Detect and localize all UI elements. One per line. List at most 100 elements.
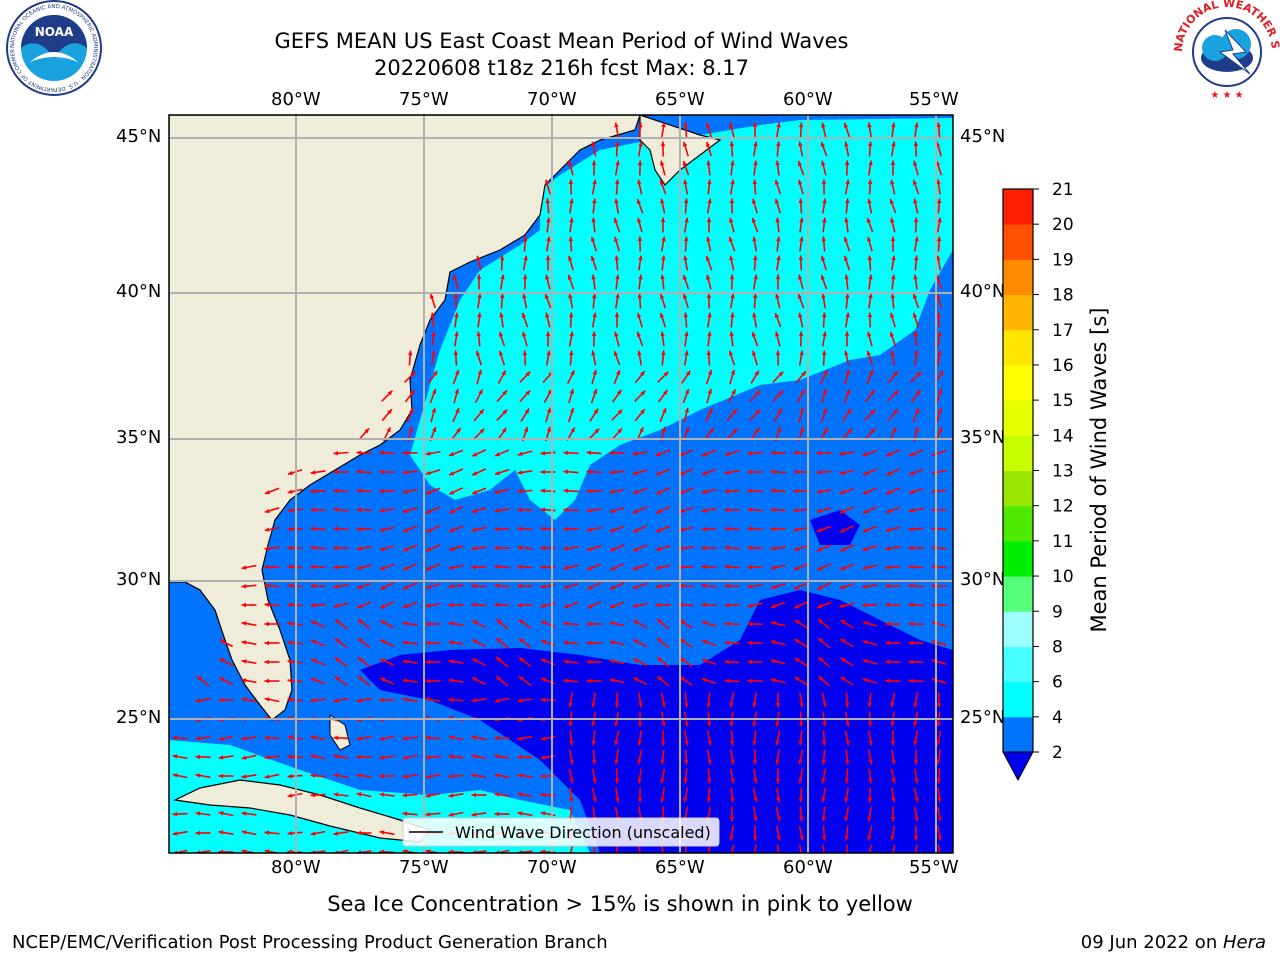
wind-wave-arrow bbox=[798, 787, 804, 803]
wind-wave-arrow bbox=[908, 678, 924, 684]
wind-wave-arrow bbox=[425, 563, 441, 571]
wind-wave-arrow bbox=[844, 141, 850, 157]
lat-label-right: 40°N bbox=[960, 281, 1006, 302]
wind-wave-arrow bbox=[752, 293, 758, 309]
wind-wave-arrow bbox=[357, 656, 371, 668]
wind-wave-arrow bbox=[264, 659, 280, 665]
wind-wave-arrow bbox=[591, 350, 597, 366]
wind-wave-arrow bbox=[356, 546, 372, 551]
lat-label-right: 25°N bbox=[960, 707, 1006, 728]
wind-wave-arrow bbox=[752, 692, 758, 708]
wind-wave-arrow bbox=[614, 160, 620, 176]
wind-wave-arrow bbox=[775, 806, 781, 822]
wind-wave-arrow bbox=[752, 255, 758, 271]
wind-wave-arrow bbox=[586, 508, 602, 513]
wind-wave-arrow bbox=[867, 730, 873, 746]
wind-wave-arrow bbox=[543, 389, 553, 403]
wind-wave-arrow bbox=[568, 293, 574, 309]
wind-wave-arrow bbox=[431, 350, 436, 366]
wind-wave-arrow bbox=[632, 525, 648, 533]
wind-wave-arrow bbox=[310, 698, 326, 703]
wind-wave-arrow bbox=[682, 141, 689, 157]
wind-wave-arrow bbox=[659, 312, 667, 328]
wind-wave-arrow bbox=[586, 545, 602, 552]
wind-wave-arrow bbox=[845, 749, 850, 765]
wind-wave-arrow bbox=[494, 488, 510, 494]
wind-wave-arrow bbox=[402, 811, 418, 816]
wind-wave-arrow bbox=[660, 692, 666, 708]
wind-wave-arrow bbox=[729, 730, 735, 746]
wind-wave-arrow bbox=[637, 217, 643, 233]
wind-wave-arrow bbox=[770, 678, 786, 684]
wind-wave-arrow bbox=[931, 507, 947, 513]
wind-wave-arrow bbox=[495, 675, 509, 687]
wind-wave-arrow bbox=[428, 370, 438, 384]
wind-wave-arrow bbox=[563, 488, 579, 493]
wind-wave-arrow bbox=[775, 274, 781, 290]
wind-wave-arrow bbox=[494, 508, 510, 513]
wind-wave-arrow bbox=[798, 749, 804, 765]
wind-wave-arrow bbox=[682, 274, 690, 290]
wind-wave-arrow bbox=[494, 811, 510, 817]
wind-wave-arrow bbox=[683, 236, 689, 252]
wind-wave-arrow bbox=[586, 582, 602, 590]
wind-wave-arrow bbox=[679, 657, 693, 667]
wind-wave-arrow bbox=[402, 773, 418, 779]
wind-wave-arrow bbox=[520, 408, 530, 422]
wind-wave-arrow bbox=[310, 735, 326, 741]
wind-wave-arrow bbox=[908, 659, 924, 665]
wind-wave-arrow bbox=[890, 350, 895, 366]
wind-wave-arrow bbox=[425, 525, 441, 533]
wind-wave-arrow bbox=[774, 312, 782, 328]
wind-wave-arrow bbox=[379, 620, 395, 628]
wind-wave-arrow bbox=[817, 637, 831, 649]
wind-wave-arrow bbox=[752, 730, 757, 746]
wind-wave-arrow bbox=[890, 160, 896, 176]
wind-wave-arrow bbox=[908, 621, 924, 627]
wind-wave-arrow bbox=[471, 564, 487, 570]
wind-wave-arrow bbox=[425, 678, 441, 684]
wind-wave-arrow bbox=[614, 179, 620, 195]
colorbar-tick-label: 12 bbox=[1052, 497, 1074, 517]
wind-wave-arrow bbox=[793, 601, 809, 609]
wind-wave-arrow bbox=[498, 350, 506, 366]
wind-wave-arrow bbox=[448, 468, 464, 476]
wind-wave-arrow bbox=[522, 293, 528, 309]
colorbar-tick-label: 19 bbox=[1052, 250, 1074, 270]
wind-wave-arrow bbox=[862, 506, 878, 514]
wind-wave-arrow bbox=[264, 487, 280, 495]
wind-wave-arrow bbox=[775, 350, 781, 366]
colorbar-extend-triangle bbox=[1002, 751, 1034, 782]
wind-wave-arrow bbox=[310, 677, 326, 685]
wind-wave-arrow bbox=[795, 370, 807, 384]
wind-wave-arrow bbox=[636, 198, 644, 214]
noaa-logo-text: NOAA bbox=[35, 25, 74, 39]
wind-wave-arrow bbox=[862, 564, 878, 570]
wind-wave-arrow bbox=[844, 825, 849, 841]
wind-wave-arrow bbox=[402, 621, 418, 626]
lat-label-left: 40°N bbox=[116, 281, 162, 302]
wind-wave-arrow bbox=[431, 331, 436, 347]
colorbar-band bbox=[1003, 400, 1033, 436]
wind-wave-arrow bbox=[591, 217, 596, 233]
wind-wave-arrow bbox=[218, 676, 234, 686]
wind-wave-arrow bbox=[425, 755, 441, 760]
wind-wave-arrow bbox=[566, 369, 576, 385]
wind-wave-arrow bbox=[936, 312, 942, 328]
wind-wave-arrow bbox=[885, 449, 901, 457]
wind-wave-arrow bbox=[913, 806, 919, 822]
wind-wave-arrow bbox=[615, 274, 620, 290]
wind-wave-arrow bbox=[889, 198, 897, 214]
colorbar-band bbox=[1003, 364, 1033, 401]
wind-wave-arrow bbox=[890, 768, 896, 784]
wind-wave-arrow bbox=[747, 507, 763, 512]
wind-wave-arrow bbox=[706, 787, 712, 803]
wind-wave-arrow bbox=[862, 449, 878, 457]
colorbar-tick-label: 11 bbox=[1052, 532, 1074, 552]
wind-wave-arrow bbox=[611, 389, 623, 403]
wind-wave-arrow bbox=[356, 507, 372, 513]
wind-wave-arrow bbox=[264, 602, 280, 607]
wind-wave-arrow bbox=[775, 749, 780, 765]
wind-wave-arrow bbox=[637, 768, 642, 784]
wind-wave-arrow bbox=[264, 583, 280, 589]
